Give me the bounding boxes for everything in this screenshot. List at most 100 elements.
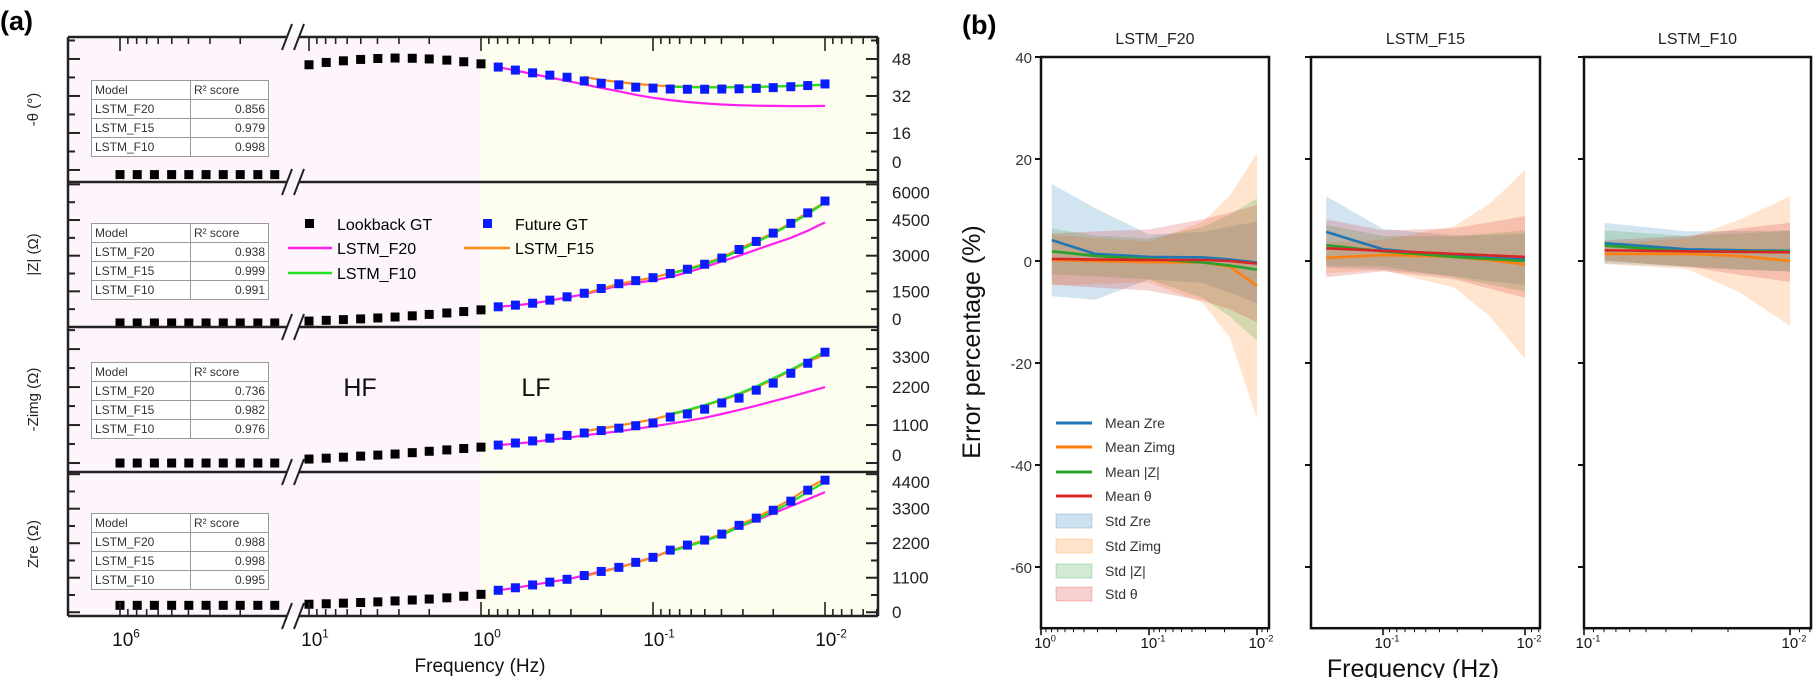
future-gt-point <box>803 485 813 495</box>
y-tick-label: 0 <box>892 446 901 465</box>
y-tick-label: -60 <box>1010 560 1032 577</box>
lookback-gt-point <box>201 318 211 328</box>
y-tick-label: -20 <box>1010 356 1032 373</box>
std-band-zre <box>1326 196 1525 285</box>
x-tick-label-text: 10-1 <box>643 627 675 651</box>
tick-base: 10 <box>1576 635 1593 652</box>
future-gt-point <box>786 496 796 506</box>
future-gt-point <box>665 412 675 422</box>
tick-base: 10 <box>1141 635 1158 652</box>
lookback-gt-point <box>201 600 211 610</box>
y-tick-label: 3300 <box>892 500 930 519</box>
legend-lookback-label: Lookback GT <box>337 217 432 234</box>
future-gt-point <box>493 585 503 595</box>
y-axis-label: Zre (Ω) <box>25 520 42 568</box>
lookback-gt-point <box>373 450 383 460</box>
future-gt-point <box>579 571 589 581</box>
subplot-title: LSTM_F10 <box>1658 31 1737 48</box>
axis-break-mark <box>293 458 305 486</box>
r2-value-cell: R² score <box>189 223 270 243</box>
future-gt-point <box>665 269 675 279</box>
mean-line-zimg <box>1051 258 1258 288</box>
tick-base: 10 <box>473 630 494 651</box>
future-gt-point <box>596 426 606 436</box>
lookback-gt-point <box>304 60 314 70</box>
future-gt-point <box>528 298 538 308</box>
r2-value-cell: R² score <box>189 362 270 382</box>
y-axis-label: -θ (°) <box>25 93 42 127</box>
axis-break-mark <box>281 168 293 196</box>
lookback-gt-point <box>270 458 280 468</box>
future-gt-point <box>545 295 555 305</box>
future-gt-point <box>648 552 658 562</box>
future-gt-point <box>614 562 624 572</box>
tick-base: 10 <box>1375 635 1392 652</box>
future-gt-point <box>614 423 624 433</box>
std-band-z <box>1051 198 1257 342</box>
tick-base: 10 <box>1782 635 1799 652</box>
lookback-gt-point <box>132 318 142 328</box>
future-gt-point <box>786 368 796 378</box>
lookback-gt-point <box>476 59 486 69</box>
future-gt-point <box>717 398 727 408</box>
future-gt-point <box>734 245 744 255</box>
future-gt-point <box>562 72 572 82</box>
future-gt-point <box>717 84 727 94</box>
lookback-gt-point <box>356 314 366 324</box>
future-gt-point <box>493 302 503 312</box>
table-row: LSTM_F20 0.988 <box>91 532 270 552</box>
lf-label: LF <box>521 374 550 402</box>
lookback-gt-point <box>424 594 434 604</box>
model-cell: Model <box>91 362 191 382</box>
model-cell: LSTM_F15 <box>91 118 191 138</box>
future-gt-point <box>700 404 710 414</box>
legend-lookback-marker <box>305 219 314 228</box>
lookback-gt-point <box>424 446 434 456</box>
future-gt-point <box>768 505 778 515</box>
legend-a: Lookback GT Future GT LSTM_F20 LSTM_F15 LSTM… <box>288 217 594 283</box>
lookback-gt-point <box>407 448 417 458</box>
y-tick-label: 0 <box>1024 254 1032 271</box>
x-tick-label-text: 100 <box>1034 633 1056 652</box>
table-row: LSTM_F15 0.999 <box>91 261 270 281</box>
lookback-gt-point <box>321 315 331 325</box>
lookback-gt-point <box>167 458 177 468</box>
x-axis-label-b: Frequency (Hz) <box>1327 655 1499 678</box>
x-tick-label: 106 <box>112 627 140 651</box>
future-gt-point <box>751 513 761 523</box>
y-tick-label: 0 <box>892 153 901 172</box>
future-gt-point <box>510 65 520 75</box>
lookback-gt-point <box>270 170 280 180</box>
x-tick-label-text: 101 <box>301 627 329 651</box>
future-gt-point <box>682 84 692 94</box>
future-gt-point <box>596 283 606 293</box>
model-cell: LSTM_F10 <box>91 280 191 300</box>
legend-label: Mean Zre <box>1105 415 1165 431</box>
lookback-gt-point <box>373 54 383 64</box>
r2-value-cell: 0.998 <box>189 137 270 157</box>
x-tick-label-text: 10-2 <box>1517 633 1542 652</box>
legend-f15-label: LSTM_F15 <box>515 241 594 258</box>
future-gt-point <box>631 421 641 431</box>
lookback-gt-point <box>321 453 331 463</box>
legend-future-marker <box>483 219 492 228</box>
y-tick-label: 1100 <box>892 416 929 435</box>
x-tick-label: 100 <box>1034 633 1056 652</box>
lookback-gt-point <box>253 600 263 610</box>
future-gt-point <box>734 520 744 530</box>
std-band-zimg <box>1326 170 1525 359</box>
tick-exponent: -1 <box>1592 633 1600 643</box>
future-gt-point <box>631 82 641 92</box>
future-gt-point <box>596 78 606 88</box>
model-cell: LSTM_F10 <box>91 419 191 439</box>
std-band-zre <box>1051 184 1257 304</box>
table-header: Model R² score <box>91 223 270 243</box>
subplot-a-0: 0 16 32 48 -θ (°) <box>25 39 911 180</box>
future-gt-point <box>751 385 761 395</box>
lookback-gt-point <box>407 53 417 63</box>
r2-value-cell: 0.976 <box>189 419 270 439</box>
y-tick-label: -40 <box>1010 458 1032 475</box>
y-tick-label: 16 <box>892 124 911 143</box>
legend-label: Std |Z| <box>1105 563 1146 579</box>
